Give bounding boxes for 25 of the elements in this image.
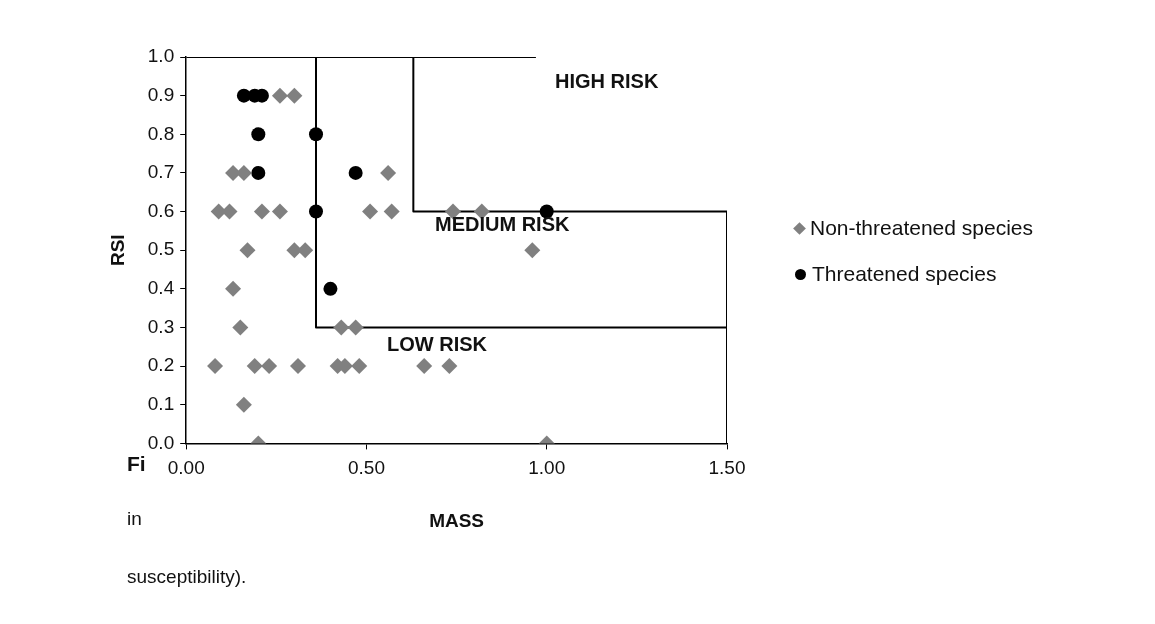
text: Fi — [127, 452, 146, 476]
x-tick-label: 1.00 — [528, 457, 566, 479]
annotation: HIGH RISK — [555, 70, 659, 93]
y-tick-label: 0.1 — [147, 392, 175, 414]
y-tick-label: 0.0 — [147, 431, 175, 453]
legend-label: Threatened species — [812, 262, 997, 286]
y-tick-label: 0.7 — [147, 161, 175, 183]
y-tick-label: 0.4 — [147, 277, 175, 299]
y-tick-label: 1.0 — [147, 45, 175, 67]
y-axis-title: RSI — [106, 234, 128, 267]
y-tick-label: 0.5 — [147, 238, 175, 260]
y-tick-label: 0.8 — [147, 122, 175, 144]
y-tick-label: 0.2 — [147, 354, 175, 376]
text: susceptibility). — [127, 566, 247, 588]
legend-label: Non-threatened species — [810, 216, 1033, 240]
y-tick-label: 0.3 — [147, 315, 175, 337]
x-tick-label: 0.50 — [347, 457, 385, 479]
x-axis-title: MASS — [429, 509, 485, 531]
y-tick-label: 0.9 — [147, 83, 175, 105]
x-tick-label: 0.00 — [167, 457, 205, 479]
text: in — [127, 508, 142, 530]
x-tick-label: 1.50 — [708, 457, 746, 479]
y-tick-label: 0.6 — [147, 199, 175, 221]
annotation: LOW RISK — [387, 333, 487, 356]
annotation: MEDIUM RISK — [435, 213, 570, 236]
